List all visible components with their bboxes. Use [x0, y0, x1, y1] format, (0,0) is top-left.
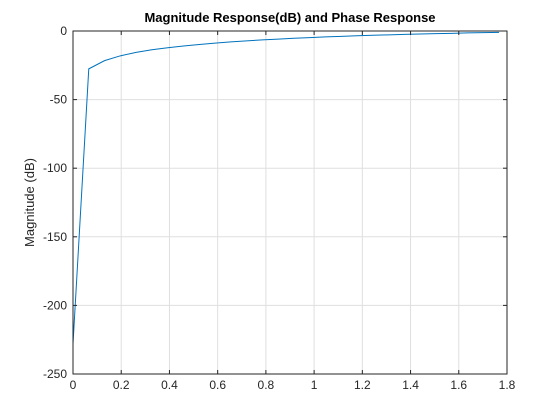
- y-axis-label: Magnitude (dB): [22, 158, 37, 247]
- y-tick-label: -100: [43, 161, 67, 175]
- magnitude-series-line: [72, 31, 500, 344]
- series-layer: [72, 31, 500, 344]
- x-tick-label: 0.2: [113, 378, 130, 392]
- x-tick-label: 0: [70, 378, 77, 392]
- y-tick-label: 0: [60, 24, 67, 38]
- x-tick-label: 1.4: [402, 378, 419, 392]
- x-tick-label: 1.2: [354, 378, 371, 392]
- y-tick-label: -200: [43, 298, 67, 312]
- x-tick-label: 0.6: [209, 378, 226, 392]
- y-tick-label: -50: [50, 93, 68, 107]
- chart-title: Magnitude Response(dB) and Phase Respons…: [144, 10, 435, 25]
- axes-frame: [72, 30, 508, 375]
- axes-box: [72, 30, 508, 375]
- y-tick-label: -150: [43, 230, 67, 244]
- x-tick-label: 1: [311, 378, 318, 392]
- grid: [73, 31, 507, 374]
- tick-layer: 0 0.2 0.4 0.6 0.8 1 1.2 1.4 1.6 1.8 -250 -200 -150 -1…: [43, 24, 516, 392]
- x-tick-label: 1.8: [499, 378, 516, 392]
- x-tick-label: 1.6: [450, 378, 467, 392]
- y-tick-label: -250: [43, 367, 67, 381]
- x-tick-label: 0.8: [258, 378, 275, 392]
- x-tick-label: 0.4: [161, 378, 178, 392]
